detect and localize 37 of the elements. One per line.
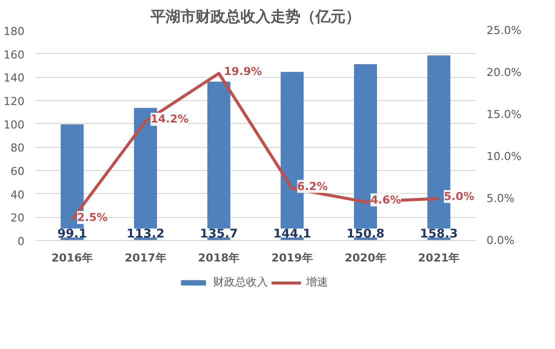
y-tick-label: 160	[4, 48, 25, 62]
legend-label: 增速	[306, 274, 328, 290]
data-label: 150.8	[346, 226, 384, 240]
y2-tick-label: 10.0%	[486, 150, 522, 163]
y2-tick-label: 25.0%	[486, 24, 522, 37]
data-label: 113.2	[126, 226, 164, 240]
data-label: 2.5%	[77, 211, 108, 224]
y-tick-label: 140	[4, 72, 25, 85]
x-tick-label: 2016年	[51, 252, 93, 264]
data-label: 19.9%	[224, 64, 262, 78]
chart-title: 平湖市财政总收入走势（亿元）	[150, 8, 360, 26]
data-label: 14.2%	[150, 112, 189, 126]
y-tick-label: 60	[10, 165, 25, 178]
x-tick-label: 2020年	[344, 252, 386, 264]
y2-tick-label: 20.0%	[486, 66, 522, 79]
data-label: 144.1	[273, 226, 312, 240]
x-tick-label: 2017年	[124, 252, 166, 264]
x-tick-label: 2021年	[418, 252, 460, 264]
y2-tick-label: 5.0%	[486, 192, 514, 205]
data-label: 5.0%	[444, 190, 474, 203]
y2-tick-label: 0.0%	[486, 234, 514, 247]
x-tick-label: 2019年	[271, 252, 313, 264]
y-tick-label: 120	[4, 95, 25, 108]
data-label: 6.2%	[297, 180, 328, 193]
y2-tick-label: 15.0%	[486, 108, 522, 121]
y-tick-label: 80	[10, 142, 25, 155]
y-tick-label: 0	[18, 235, 24, 248]
data-label: 135.7	[200, 226, 238, 240]
legend-label: 财政总收入	[213, 274, 268, 290]
data-label: 4.6%	[370, 193, 402, 206]
y-tick-label: 180	[4, 25, 25, 38]
y-tick-label: 20	[10, 212, 25, 225]
data-label: 99.1	[57, 226, 87, 240]
data-label: 158.3	[420, 226, 458, 240]
x-tick-label: 2018年	[198, 252, 240, 264]
y-tick-label: 100	[4, 118, 25, 132]
y-tick-label: 40	[10, 188, 25, 202]
